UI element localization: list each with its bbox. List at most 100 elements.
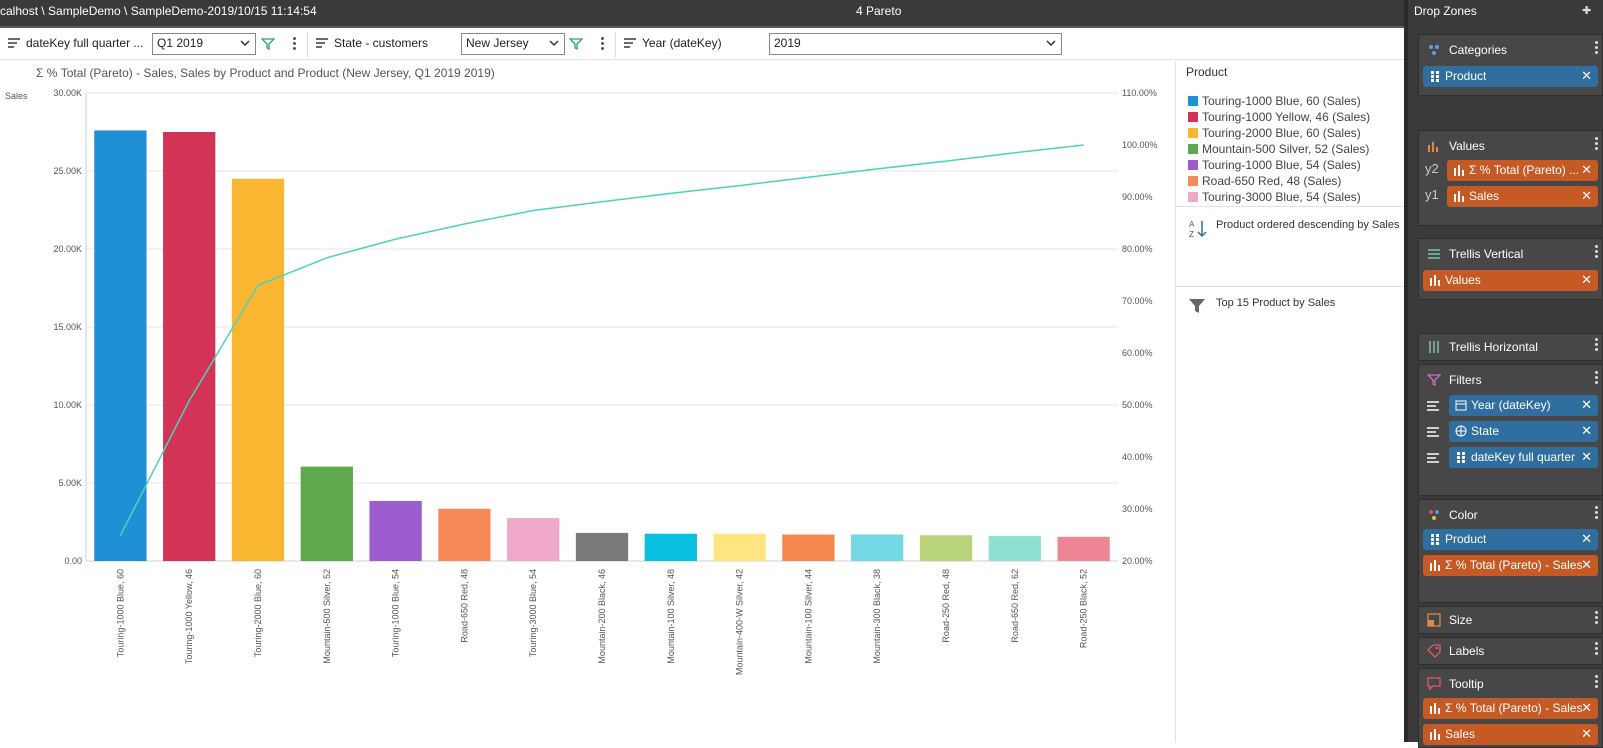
pill-datekey-quarter[interactable]: dateKey full quarter ✕ [1449, 447, 1598, 468]
close-icon[interactable]: ✕ [1581, 531, 1592, 546]
pill-label: Product [1445, 532, 1487, 546]
legend-sort-info[interactable]: A Z Product ordered descending by Sales [1176, 206, 1405, 284]
bar-chart-icon [1428, 142, 1438, 152]
pill-label: Values [1445, 273, 1481, 287]
pill-pareto[interactable]: Σ % Total (Pareto) - Sales ✕ [1423, 698, 1598, 719]
size-icon [1427, 613, 1441, 627]
x-tick-label: Touring-1000 Blue, 54 [391, 569, 401, 657]
more-icon[interactable] [1595, 611, 1599, 629]
title-bar: calhost \ SampleDemo \ SampleDemo-2019/1… [0, 0, 1603, 26]
more-icon[interactable] [601, 37, 605, 53]
close-icon[interactable]: ✕ [1581, 449, 1592, 464]
close-icon[interactable]: ✕ [1581, 557, 1592, 572]
y2-tick-label: 70.00% [1122, 296, 1153, 306]
close-icon[interactable]: ✕ [1581, 162, 1592, 177]
filter-label-year: Year (dateKey) [642, 36, 722, 50]
tag-icon [1427, 644, 1441, 658]
dz-filters-label: Filters [1449, 373, 1482, 387]
year-select-value: 2019 [774, 36, 801, 50]
close-icon[interactable]: ✕ [1581, 397, 1592, 412]
dz-size: Size [1418, 606, 1603, 634]
legend-filter-info[interactable]: Top 15 Product by Sales [1176, 286, 1405, 346]
pill-pareto[interactable]: Σ % Total (Pareto) ... ✕ [1447, 160, 1598, 181]
legend-label: Touring-2000 Blue, 60 (Sales) [1202, 126, 1361, 140]
more-icon[interactable] [1595, 41, 1599, 59]
pill-label: dateKey full quarter [1471, 450, 1576, 464]
close-icon[interactable]: ✕ [1581, 700, 1592, 715]
bar-chart-icon [1430, 703, 1440, 714]
bar [644, 533, 697, 561]
pill-product[interactable]: Product ✕ [1423, 529, 1598, 550]
x-tick-label: Touring-3000 Blue, 54 [528, 569, 538, 657]
pill-pareto[interactable]: Σ % Total (Pareto) - Sales ✕ [1423, 555, 1598, 576]
year-select[interactable]: 2019 [769, 33, 1062, 55]
bar-chart-icon [1454, 165, 1464, 176]
bar [851, 534, 904, 561]
legend-item[interactable]: Touring-2000 Blue, 60 (Sales) [1188, 126, 1361, 140]
bar [369, 500, 422, 561]
pill-label: Sales [1469, 189, 1500, 203]
filter-lines-icon [1427, 453, 1441, 465]
pill-year-datekey[interactable]: Year (dateKey) ✕ [1449, 395, 1598, 416]
legend-item[interactable]: Touring-1000 Yellow, 46 (Sales) [1188, 110, 1370, 124]
dz-trellis-vertical: Trellis Vertical Values ✕ [1418, 238, 1603, 300]
filter-lines-icon [1427, 427, 1441, 439]
more-icon[interactable] [1595, 137, 1599, 155]
pill-sales[interactable]: Sales ✕ [1447, 186, 1598, 207]
x-tick-label: Mountain-500 Silver, 52 [322, 569, 332, 664]
close-icon[interactable]: ✕ [1581, 68, 1592, 83]
pill-label: Σ % Total (Pareto) - Sales [1445, 701, 1583, 715]
bar-chart-icon [1430, 560, 1440, 571]
pareto-chart: 0.00 5.00K 10.00K 15.00K 20.00K 25.00K 30.00K 2… [5, 88, 1158, 675]
pin-icon[interactable]: ✚ [1582, 5, 1592, 17]
y-tick-label: 10.00K [53, 400, 82, 410]
y-tick-label: 0.00 [64, 556, 82, 566]
x-tick-label: Mountain-100 Silver, 48 [666, 569, 676, 664]
legend-item[interactable]: Touring-1000 Blue, 54 (Sales) [1188, 158, 1361, 172]
bar [300, 466, 353, 561]
funnel-icon[interactable] [569, 37, 583, 51]
more-icon[interactable] [1595, 675, 1599, 693]
more-icon[interactable] [1595, 338, 1599, 356]
dz-values-label: Values [1449, 139, 1485, 153]
close-icon[interactable]: ✕ [1581, 188, 1592, 203]
y2-tick-label: 100.00% [1122, 140, 1158, 150]
dz-size-label: Size [1449, 613, 1473, 627]
dz-categories: Categories Product ✕ [1418, 34, 1603, 96]
pill-product[interactable]: Product ✕ [1423, 66, 1598, 87]
dz-trellis-horizontal: Trellis Horizontal [1418, 333, 1603, 361]
pill-state[interactable]: State ✕ [1449, 421, 1598, 442]
legend-panel: Product Touring-1000 Blue, 60 (Sales) To… [1175, 61, 1405, 742]
legend-item[interactable]: Road-650 Red, 48 (Sales) [1188, 174, 1341, 188]
y2-tick-label: 60.00% [1122, 348, 1153, 358]
more-icon[interactable] [293, 37, 297, 53]
close-icon[interactable]: ✕ [1581, 272, 1592, 287]
close-icon[interactable]: ✕ [1581, 726, 1592, 741]
close-icon[interactable]: ✕ [1581, 423, 1592, 438]
more-icon[interactable] [1595, 506, 1599, 524]
separator [615, 32, 616, 58]
funnel-icon[interactable] [261, 37, 275, 51]
more-icon[interactable] [1595, 642, 1599, 660]
more-icon[interactable] [1595, 371, 1599, 389]
state-select[interactable]: New Jersey [461, 33, 565, 55]
x-tick-label: Touring-1000 Yellow, 46 [184, 569, 194, 664]
legend-label: Touring-1000 Yellow, 46 (Sales) [1202, 110, 1371, 124]
more-icon[interactable] [1595, 245, 1599, 263]
quarter-select[interactable]: Q1 2019 [152, 33, 256, 55]
legend-swatch [1188, 96, 1198, 106]
legend-item[interactable]: Touring-1000 Blue, 60 (Sales) [1188, 94, 1361, 108]
legend-item[interactable]: Mountain-500 Silver, 52 (Sales) [1188, 142, 1369, 156]
pill-values[interactable]: Values ✕ [1423, 270, 1598, 291]
bar-chart-icon [1430, 729, 1440, 740]
dz-categories-label: Categories [1449, 43, 1508, 57]
pill-sales[interactable]: Sales ✕ [1423, 724, 1598, 745]
filter-label-state: State - customers [334, 36, 429, 50]
legend-swatch [1188, 192, 1198, 202]
trellis-vertical-icon [1428, 249, 1440, 259]
quarter-select-value: Q1 2019 [157, 36, 204, 50]
legend-title: Product [1186, 65, 1228, 79]
legend-label: Touring-1000 Blue, 60 (Sales) [1202, 94, 1361, 108]
bar [1057, 536, 1110, 561]
legend-item[interactable]: Touring-3000 Blue, 54 (Sales) [1188, 190, 1361, 204]
